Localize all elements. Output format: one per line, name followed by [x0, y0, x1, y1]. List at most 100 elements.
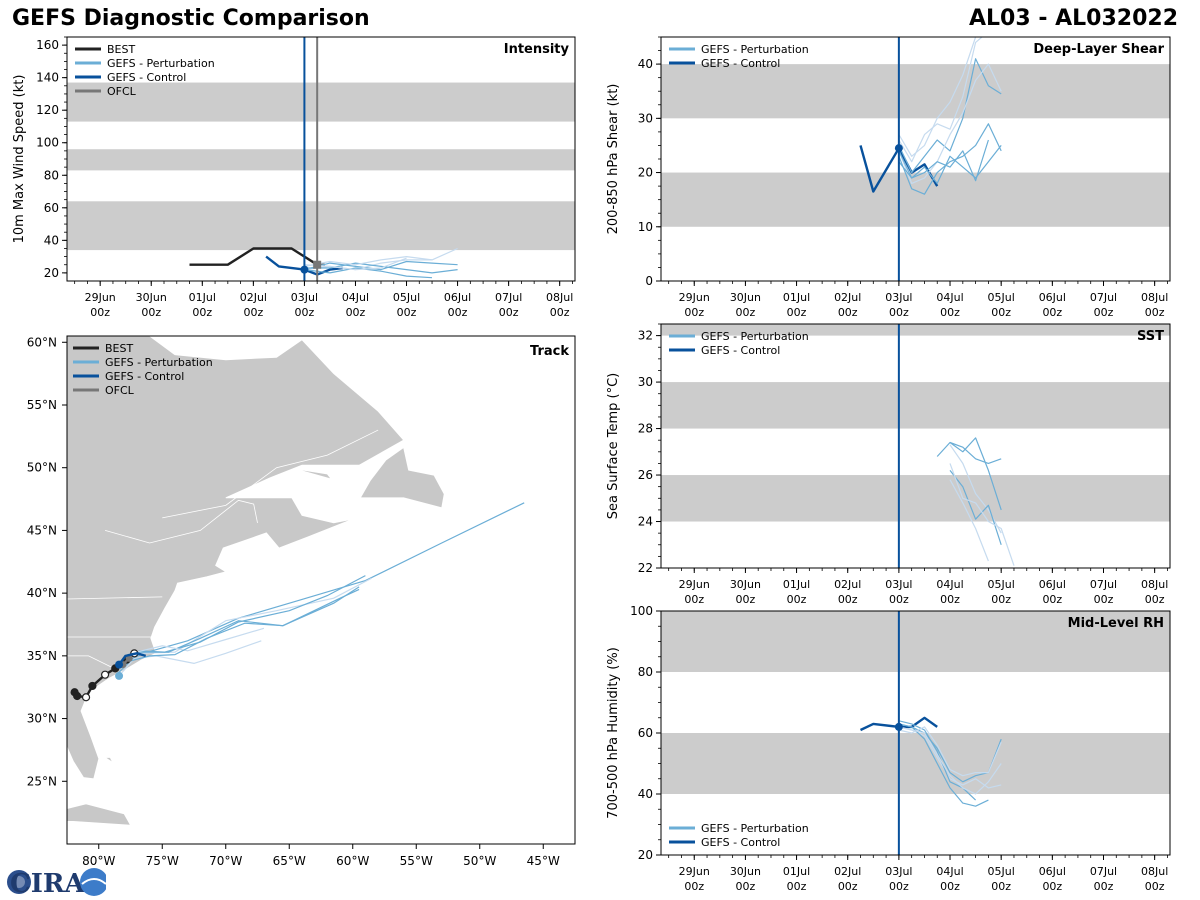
x-tick-label: 01Jul 00z	[783, 291, 810, 319]
panel-title: Track	[530, 344, 569, 359]
series-line-gefs-perturbation	[898, 37, 983, 163]
x-tick-label-line: 29Jun	[679, 865, 710, 878]
best-track-point	[100, 670, 110, 679]
x-tick-label: 08Jul 00z	[1141, 865, 1168, 893]
x-tick-label: 05Jul 00z	[988, 578, 1015, 606]
x-tick-label-line: 00z	[940, 880, 960, 893]
y-tick-label: 20	[638, 848, 653, 862]
x-tick-label: 06Jul 00z	[444, 291, 471, 319]
x-tick-label-line: 07Jul	[1090, 291, 1117, 304]
x-tick-label-line: 00z	[499, 306, 519, 319]
x-tick-label-line: 04Jul	[936, 865, 963, 878]
series-line-gefs-perturbation	[898, 58, 1002, 174]
plot-frame	[66, 36, 576, 282]
legend-label: OFCL	[105, 384, 135, 397]
x-tick-label-line: 03Jul	[885, 865, 912, 878]
track-control	[118, 652, 147, 666]
x-tick-label: 05Jul 00z	[988, 291, 1015, 319]
y-tick-label: 100	[630, 604, 653, 618]
x-tick-label: 06Jul 00z	[1039, 291, 1066, 319]
x-tick-label-line: 00z	[141, 306, 161, 319]
best-track-point	[88, 681, 97, 691]
track-perturbation	[118, 588, 360, 667]
x-tick-label-line: 00z	[1042, 880, 1062, 893]
x-tick-label: 50°W	[463, 854, 496, 868]
series-line-gefs-perturbation	[898, 726, 1002, 789]
series-line-gefs-perturbation	[898, 37, 977, 157]
x-tick-label: 03Jul 00z	[291, 291, 318, 319]
x-tick-label-line: 08Jul	[1141, 578, 1168, 591]
y-tick-label: 35°N	[27, 649, 57, 663]
y-tick-label: 60	[44, 201, 59, 215]
x-tick-label-line: 06Jul	[1039, 865, 1066, 878]
x-tick-label-line: 00z	[736, 306, 756, 319]
x-tick-label-line: 00z	[295, 306, 315, 319]
x-tick-label-line: 06Jul	[1039, 578, 1066, 591]
series-line-best	[189, 247, 318, 266]
x-tick-label-line: 30Jun	[730, 291, 761, 304]
x-tick-label-line: 04Jul	[936, 578, 963, 591]
series-line-gefs-perturbation	[898, 123, 1002, 195]
control-init-marker	[115, 660, 124, 669]
x-tick-label: 08Jul 00z	[1141, 578, 1168, 606]
legend-label: GEFS - Control	[701, 344, 780, 357]
cira-logo: CIRA	[7, 868, 106, 898]
x-tick-label: 29Jun 00z	[85, 291, 116, 319]
x-tick-label-line: 06Jul	[1039, 291, 1066, 304]
legend-label: GEFS - Perturbation	[105, 356, 213, 369]
series-group	[189, 247, 458, 279]
y-tick-label: 40	[638, 57, 653, 71]
x-tick-label: 70°W	[209, 854, 242, 868]
y-axis-label: 700-500 hPa Humidity (%)	[606, 647, 621, 819]
control-init-marker	[300, 265, 309, 274]
x-tick-label: 07Jul 00z	[495, 291, 522, 319]
x-tick-label-line: 00z	[838, 880, 858, 893]
series-line-gefs-control	[859, 716, 938, 732]
x-tick-label-line: 00z	[684, 593, 704, 606]
x-tick-label: 60°W	[336, 854, 369, 868]
series-line-gefs-perturbation	[898, 723, 1002, 783]
legend-label: BEST	[105, 342, 133, 355]
x-tick-label: 07Jul 00z	[1090, 578, 1117, 606]
x-tick-label: 30Jun 00z	[730, 865, 761, 893]
x-tick-label-line: 00z	[192, 306, 212, 319]
y-tick-label: 0	[645, 274, 653, 288]
series-line-gefs-control	[265, 255, 343, 276]
y-tick-label: 60°N	[27, 335, 57, 349]
x-tick-label: 01Jul 00z	[189, 291, 216, 319]
perturbation-marker	[115, 671, 124, 680]
series-line-gefs-perturbation	[304, 260, 458, 271]
y-tick-label: 28	[638, 422, 653, 436]
panel-track: 80°W 75°W 70°W 65°W 60°W 55°W 50°W 45°W 25°N 30°N…	[27, 335, 576, 868]
land-north-america	[67, 336, 405, 780]
land-cuba	[67, 803, 132, 826]
country-border	[104, 499, 258, 544]
x-tick-label-line: 07Jul	[495, 291, 522, 304]
y-tick-label: 40	[638, 787, 653, 801]
track-perturbation	[117, 586, 360, 674]
y-tick-label: 40	[44, 233, 59, 247]
x-tick-label-line: 00z	[1145, 306, 1165, 319]
x-tick-label-line: 03Jul	[291, 291, 318, 304]
y-tick-label: 25°N	[27, 774, 57, 788]
y-tick-label: 80	[638, 665, 653, 679]
series-line-gefs-perturbation	[304, 259, 432, 271]
land-newfoundland	[359, 446, 445, 509]
x-tick-label: 07Jul 00z	[1090, 865, 1117, 893]
y-tick-label: 30	[638, 375, 653, 389]
series-line-gefs-perturbation	[898, 139, 989, 182]
legend-label: GEFS - Perturbation	[107, 57, 215, 70]
x-tick-label: 08Jul 00z	[1141, 291, 1168, 319]
x-tick-label-line: 29Jun	[679, 578, 710, 591]
series-line-gefs-perturbation	[304, 267, 433, 279]
x-tick-label-line: 00z	[684, 880, 704, 893]
y-tick-label: 32	[638, 329, 653, 343]
band-0	[661, 733, 1170, 794]
x-tick-label-line: 01Jul	[783, 578, 810, 591]
series-line-gefs-perturbation	[949, 470, 1002, 545]
legend-label: GEFS - Control	[105, 370, 184, 383]
x-tick-label: 02Jul 00z	[240, 291, 267, 319]
state-border	[67, 655, 117, 671]
